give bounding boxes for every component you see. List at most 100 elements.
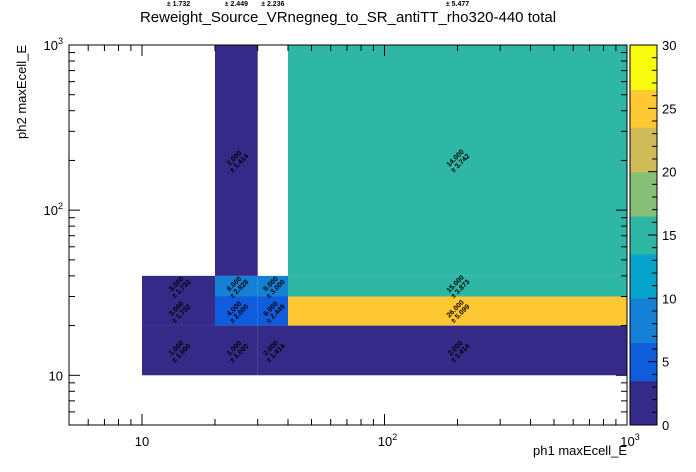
palette-swatch: [630, 380, 657, 388]
x-tick-label: 103: [620, 432, 639, 449]
palette-swatch: [630, 146, 657, 154]
heatmap-cells: [141, 45, 627, 376]
palette-swatch: [630, 108, 657, 116]
palette-swatch: [630, 171, 657, 179]
palette-swatch: [630, 406, 657, 413]
palette-swatch: [630, 165, 657, 173]
y-axis-label: ph2 maxEcell_E: [14, 45, 29, 139]
y-axis-ticks: [69, 44, 627, 426]
y-tick-label: 10: [49, 368, 63, 383]
chart-title: Reweight_Source_VRnegneg_to_SR_antiTT_rh…: [140, 9, 556, 26]
x-axis-tick-labels: 10 102 103: [135, 432, 640, 449]
palette-swatch: [630, 298, 657, 306]
palette-swatch: [630, 114, 657, 122]
palette-axis: 0 5 10 15 20 25 30: [648, 38, 676, 433]
heatmap-cell: [257, 275, 288, 297]
palette-swatch: [630, 235, 657, 242]
palette-swatch: [630, 311, 657, 318]
heatmap-cell: [214, 275, 258, 297]
palette-swatch: [630, 89, 657, 97]
palette-swatch: [630, 57, 657, 65]
palette-swatch: [630, 228, 657, 236]
heatmap-cell: [287, 275, 627, 297]
palette-swatch: [630, 393, 657, 401]
palette-tick-label: 20: [662, 165, 676, 180]
palette-swatch: [630, 133, 657, 141]
palette-swatch: [630, 209, 657, 217]
palette-swatch: [630, 387, 657, 394]
palette-swatch: [630, 374, 657, 382]
heatmap-cell: [141, 325, 215, 376]
palette-swatch: [630, 349, 657, 356]
palette-swatch: [630, 336, 657, 344]
palette-tick-label: 10: [662, 291, 676, 306]
heatmap-cell: [214, 296, 258, 326]
palette-swatch: [630, 355, 657, 363]
heatmap-cell: [141, 275, 215, 297]
palette-swatch: [630, 412, 657, 420]
palette-swatch: [630, 83, 657, 90]
heatmap-cell: [141, 296, 215, 326]
palette-swatch: [630, 76, 657, 84]
x-axis-ticks: [68, 45, 628, 425]
cell-value-label: 3.000± 1.732: [167, 0, 190, 8]
palette-swatch: [630, 184, 657, 192]
palette-swatch: [630, 64, 657, 71]
palette-swatch: [630, 127, 657, 135]
palette-swatch: [630, 121, 657, 128]
palette-tick-label: 15: [662, 228, 676, 243]
palette-swatch: [630, 323, 657, 331]
cell-value-label: 30.000± 5.477: [446, 0, 469, 8]
palette-tick-label: 30: [662, 38, 676, 53]
palette-swatch: [630, 51, 657, 59]
palette-tick-label: 25: [662, 101, 676, 116]
palette-swatch: [630, 254, 657, 261]
heatmap-cell: [214, 45, 258, 276]
palette-swatch: [630, 399, 657, 407]
palette-swatch: [630, 279, 657, 287]
palette-swatch: [630, 190, 657, 198]
palette-swatch: [630, 140, 657, 147]
x-tick-label: 10: [135, 434, 149, 449]
palette-swatch: [630, 152, 657, 160]
palette-swatch: [630, 203, 657, 211]
palette-swatch: [630, 197, 657, 204]
palette-swatch: [630, 247, 657, 255]
palette-swatch: [630, 260, 657, 268]
palette-swatch: [630, 292, 657, 299]
palette-swatch: [630, 361, 657, 369]
palette-swatch: [630, 304, 657, 312]
palette-swatch: [630, 159, 657, 166]
y-tick-label: 102: [44, 201, 63, 218]
palette-swatch: [630, 368, 657, 375]
heatmap-cell: [214, 325, 258, 376]
palette-swatch: [630, 178, 657, 185]
palette-tick-label: 5: [662, 355, 669, 370]
palette-swatch: [630, 216, 657, 223]
y-axis-tick-labels: 10 102 103: [44, 36, 63, 383]
palette-tick-label: 0: [662, 418, 669, 433]
plot-frame: [68, 44, 628, 426]
palette-swatch: [630, 285, 657, 293]
palette-swatch: [630, 70, 657, 78]
color-palette: [630, 45, 657, 426]
palette-swatch: [630, 45, 657, 52]
cell-value-label: 5.000± 2.236: [261, 0, 284, 8]
heatmap-cell: [287, 325, 627, 376]
palette-swatch: [630, 342, 657, 350]
palette-swatch: [630, 266, 657, 274]
y-tick-label: 103: [44, 36, 63, 53]
palette-swatch: [630, 95, 657, 103]
heatmap-cell: [257, 296, 288, 326]
palette-swatch: [630, 102, 657, 109]
palette-swatch: [630, 222, 657, 230]
palette-swatch: [630, 241, 657, 249]
cell-value-label: 6.000± 2.449: [225, 0, 248, 8]
palette-swatch: [630, 330, 657, 337]
palette-swatch: [630, 317, 657, 325]
palette-swatch: [630, 273, 657, 280]
x-tick-label: 102: [378, 432, 397, 449]
heatmap-cell: [287, 296, 627, 326]
heatmap-cell: [287, 45, 627, 276]
